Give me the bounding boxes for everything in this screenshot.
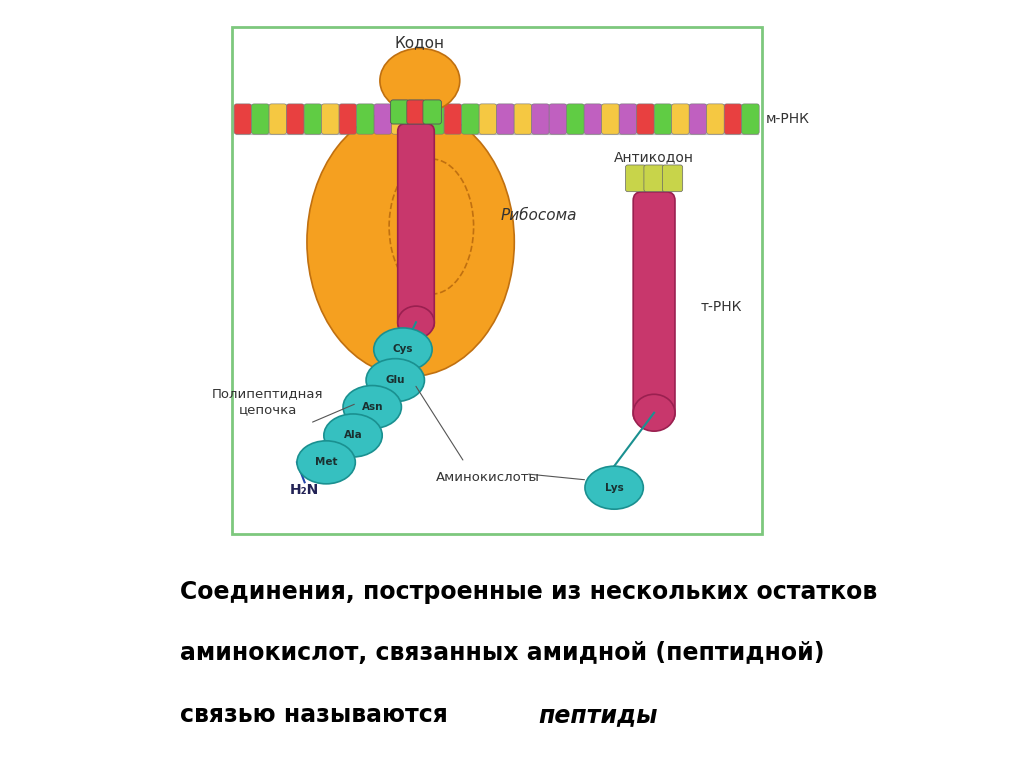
Text: т-РНК: т-РНК (700, 300, 741, 314)
Text: Полипептидная
цепочка: Полипептидная цепочка (212, 387, 324, 416)
Text: связью называются: связью называются (180, 703, 457, 727)
FancyBboxPatch shape (410, 104, 427, 134)
FancyBboxPatch shape (514, 104, 531, 134)
Text: Соединения, построенные из нескольких остатков: Соединения, построенные из нескольких ос… (180, 580, 878, 604)
FancyBboxPatch shape (339, 104, 356, 134)
Text: Asn: Asn (361, 402, 383, 412)
Text: Ala: Ala (344, 430, 362, 441)
FancyBboxPatch shape (654, 104, 672, 134)
Ellipse shape (297, 441, 355, 484)
FancyBboxPatch shape (566, 104, 584, 134)
FancyBboxPatch shape (663, 165, 683, 192)
Ellipse shape (380, 48, 460, 113)
Ellipse shape (324, 414, 382, 457)
FancyBboxPatch shape (741, 104, 759, 134)
FancyBboxPatch shape (231, 27, 762, 534)
FancyBboxPatch shape (724, 104, 741, 134)
FancyBboxPatch shape (689, 104, 707, 134)
Text: H₂N: H₂N (289, 483, 318, 497)
Ellipse shape (397, 306, 434, 339)
FancyBboxPatch shape (356, 104, 374, 134)
FancyBboxPatch shape (637, 104, 654, 134)
Text: Антикодон: Антикодон (614, 151, 694, 164)
Ellipse shape (585, 466, 643, 509)
Ellipse shape (367, 359, 424, 402)
FancyBboxPatch shape (269, 104, 287, 134)
FancyBboxPatch shape (626, 165, 646, 192)
Text: Glu: Glu (385, 375, 406, 386)
Ellipse shape (633, 394, 675, 431)
FancyBboxPatch shape (407, 100, 425, 124)
FancyBboxPatch shape (620, 104, 637, 134)
FancyBboxPatch shape (391, 100, 409, 124)
FancyBboxPatch shape (602, 104, 620, 134)
FancyBboxPatch shape (644, 165, 665, 192)
Text: Кодон: Кодон (395, 35, 444, 50)
FancyBboxPatch shape (397, 124, 434, 331)
FancyBboxPatch shape (427, 104, 444, 134)
Ellipse shape (374, 328, 432, 371)
FancyBboxPatch shape (707, 104, 724, 134)
FancyBboxPatch shape (391, 100, 409, 124)
FancyBboxPatch shape (423, 100, 441, 124)
FancyBboxPatch shape (585, 104, 602, 134)
FancyBboxPatch shape (479, 104, 497, 134)
FancyBboxPatch shape (444, 104, 462, 134)
Text: м-РНК: м-РНК (765, 112, 809, 126)
FancyBboxPatch shape (549, 104, 566, 134)
FancyBboxPatch shape (252, 104, 269, 134)
FancyBboxPatch shape (234, 104, 252, 134)
Text: Met: Met (315, 457, 337, 468)
FancyBboxPatch shape (462, 104, 479, 134)
Text: Cys: Cys (392, 344, 414, 355)
Ellipse shape (343, 386, 401, 429)
Text: пептиды: пептиды (539, 703, 658, 727)
Text: аминокислот, связанных амидной (пептидной): аминокислот, связанных амидной (пептидно… (180, 641, 824, 665)
FancyBboxPatch shape (322, 104, 339, 134)
FancyBboxPatch shape (497, 104, 514, 134)
FancyBboxPatch shape (672, 104, 689, 134)
FancyBboxPatch shape (304, 104, 322, 134)
FancyBboxPatch shape (633, 192, 675, 422)
FancyBboxPatch shape (287, 104, 304, 134)
FancyBboxPatch shape (374, 104, 391, 134)
Ellipse shape (307, 108, 514, 376)
FancyBboxPatch shape (407, 100, 425, 124)
FancyBboxPatch shape (531, 104, 549, 134)
Text: Lys: Lys (605, 482, 624, 493)
Text: Аминокислоты: Аминокислоты (435, 472, 540, 484)
Text: Рибосома: Рибосома (501, 207, 577, 223)
FancyBboxPatch shape (423, 100, 441, 124)
FancyBboxPatch shape (391, 104, 409, 134)
